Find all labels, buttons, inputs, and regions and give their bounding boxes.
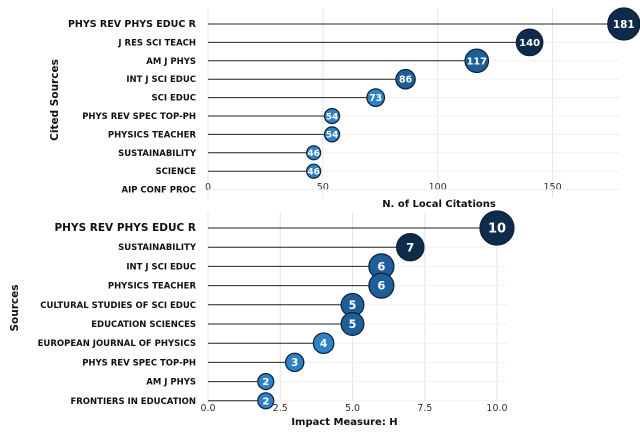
data-label: 10	[488, 222, 506, 237]
category-label: SCIENCE	[156, 167, 197, 177]
x-tick-label: 0.0	[200, 403, 215, 414]
category-label: SCI EDUC	[152, 94, 196, 104]
category-label: FRONTIERS IN EDUCATION	[70, 397, 196, 407]
data-label: 140	[519, 38, 540, 49]
category-label: PHYS REV PHYS EDUC R	[54, 222, 196, 234]
category-label: EUROPEAN JOURNAL OF PHYSICS	[38, 339, 196, 349]
data-label: 2	[262, 377, 269, 388]
category-label: CULTURAL STUDIES OF SCI EDUC	[40, 301, 196, 311]
category-label: INT J SCI EDUC	[126, 75, 196, 85]
x-tick-label: 0	[205, 182, 211, 193]
category-label: PHYS REV PHYS EDUC R	[68, 19, 197, 30]
y-axis-title: Sources	[9, 284, 21, 331]
category-label: AM J PHYS	[146, 57, 196, 67]
x-tick-label: 2.5	[273, 403, 288, 414]
data-label: 7	[406, 240, 414, 254]
category-label: EDUCATION SCIENCES	[91, 320, 196, 330]
data-label: 54	[326, 112, 339, 122]
category-label: PHYS REV SPEC TOP-PH	[82, 358, 196, 368]
category-label: PHYSICS TEACHER	[108, 282, 197, 292]
category-label: SUSTAINABILITY	[118, 243, 197, 253]
data-label: 5	[349, 318, 357, 331]
data-label: 5	[349, 299, 357, 312]
category-label: SUSTAINABILITY	[118, 149, 197, 159]
data-label: 117	[467, 56, 488, 67]
x-tick-label: 10.0	[486, 403, 507, 414]
category-label: INT J SCI EDUC	[126, 262, 196, 272]
data-label: 54	[326, 131, 339, 141]
data-label: 86	[399, 75, 413, 86]
x-tick-label: 5.0	[345, 403, 360, 414]
x-tick-label: 50	[317, 182, 329, 193]
data-label: 4	[320, 337, 327, 350]
category-label: J RES SCI TEACH	[117, 38, 196, 48]
x-axis-title: N. of Local Citations	[382, 199, 496, 210]
data-label: 73	[369, 93, 382, 104]
data-label: 3	[291, 357, 298, 369]
category-label: AM J PHYS	[146, 378, 196, 388]
data-label: 46	[307, 149, 320, 159]
data-label: 6	[377, 260, 385, 274]
data-label: 46	[307, 167, 320, 177]
x-axis-title: Impact Measure: H	[291, 417, 397, 428]
category-label: PHYS REV SPEC TOP-PH	[82, 112, 196, 122]
x-tick-label: 7.5	[417, 403, 432, 414]
data-label: 2	[262, 396, 269, 407]
data-label: 181	[613, 19, 635, 31]
category-label: PHYSICS TEACHER	[108, 130, 197, 140]
y-axis-title: Cited Sources	[49, 59, 61, 141]
data-label: 6	[377, 279, 385, 293]
category-label: AIP CONF PROC	[121, 186, 196, 196]
x-tick-label: 150	[544, 182, 562, 193]
x-tick-label: 100	[429, 182, 447, 193]
